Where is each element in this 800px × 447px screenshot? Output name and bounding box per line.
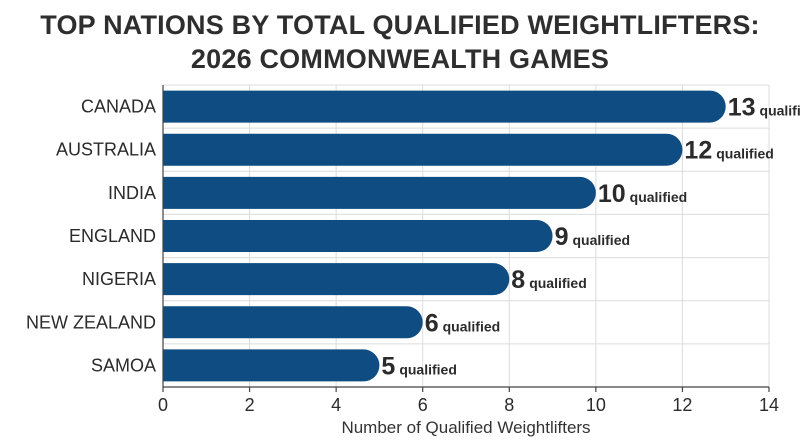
data-label: 12 qualified: [684, 137, 773, 165]
x-tick-label: 0: [158, 395, 168, 415]
category-label: CANADA: [81, 97, 156, 117]
category-label: NEW ZEALAND: [26, 312, 156, 332]
x-tick-label: 2: [245, 395, 255, 415]
bar: [163, 220, 553, 252]
x-tick-label: 6: [418, 395, 428, 415]
data-label: 13qualified: [728, 94, 800, 122]
x-tick-label: 8: [504, 395, 514, 415]
data-label: 8 qualified: [511, 266, 586, 294]
chart-title-line-2: 2026 COMMONWEALTH GAMES: [190, 44, 610, 74]
bar: [163, 306, 423, 339]
x-axis-title: Number of Qualified Weightlifters: [341, 418, 590, 437]
x-tick-label: 12: [672, 395, 692, 415]
data-label: 6 qualified: [425, 309, 500, 337]
data-label: 10 qualified: [598, 180, 687, 208]
data-label: 9 qualified: [555, 223, 630, 251]
category-label: AUSTRALIA: [56, 140, 156, 160]
bar: [163, 349, 380, 382]
bars-layer: [163, 90, 726, 382]
bar: [163, 133, 683, 166]
category-label: SAMOA: [91, 355, 156, 375]
bar: [163, 90, 726, 123]
chart-title-line-1: TOP NATIONS BY TOTAL QUALIFIED WEIGHTLIF…: [40, 10, 760, 40]
bar: [163, 176, 596, 209]
bar: [163, 263, 510, 296]
category-label: NIGERIA: [82, 269, 156, 289]
x-tick-label: 4: [331, 395, 341, 415]
category-label: INDIA: [108, 183, 156, 203]
x-tick-label: 10: [586, 395, 606, 415]
chart-title: TOP NATIONS BY TOTAL QUALIFIED WEIGHTLIF…: [0, 8, 800, 76]
axis-layer: 0 2 4 6 8 10 12 14 Number of Qualified Weightlif…: [158, 85, 779, 437]
data-label: 5 qualified: [381, 352, 456, 380]
category-label: ENGLAND: [69, 226, 156, 246]
x-tick-label: 14: [759, 395, 779, 415]
